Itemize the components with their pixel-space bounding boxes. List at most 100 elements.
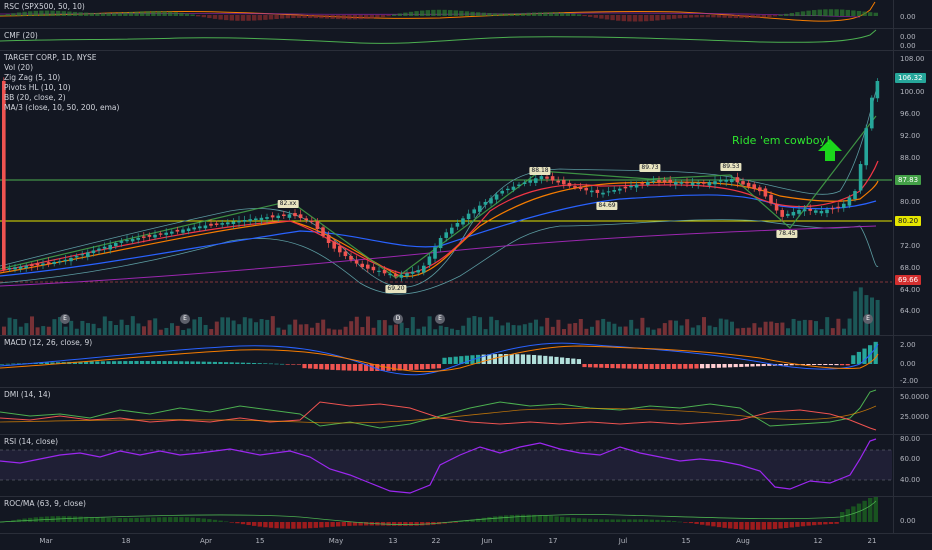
dividend-event-icon[interactable]: D — [393, 314, 403, 324]
volume-bar — [618, 326, 622, 335]
macd-histogram-bar — [78, 361, 83, 364]
volume-bar — [276, 327, 281, 335]
candle — [802, 209, 807, 212]
pivot-label: 88.18 — [529, 167, 551, 175]
earnings-event-icon[interactable]: E — [435, 314, 445, 324]
roc-bar — [644, 519, 649, 522]
roc-bar — [677, 521, 682, 523]
volume-bar — [646, 327, 650, 335]
price-legend[interactable]: TARGET CORP, 1D, NYSE Vol (20) Zig Zag (… — [4, 53, 119, 113]
time-axis[interactable]: Mar 18 Apr 15 May 13 22 Jun 17 Jul 15 Au… — [0, 534, 932, 550]
macd-histogram-bar — [44, 362, 49, 364]
rsc-legend[interactable]: RSC (SPX500, 50, 10) — [4, 2, 85, 11]
rsc-bar — [347, 15, 352, 20]
cmf-axis: 0.00 0.00 — [893, 29, 932, 50]
candle — [875, 81, 880, 99]
macd-histogram-bar — [336, 364, 341, 371]
roc-bar — [744, 522, 750, 530]
rsc-bar — [235, 15, 240, 21]
candle — [388, 273, 392, 276]
macd-histogram-bar — [106, 361, 111, 364]
rsi-pane[interactable]: RSI (14, close) 80.00 60.00 40.00 — [0, 435, 932, 497]
volume-bar — [158, 329, 163, 335]
macd-histogram-bar — [352, 364, 357, 371]
earnings-event-icon[interactable]: E — [863, 314, 873, 324]
macd-histogram-bar — [800, 364, 805, 366]
ma-indicator-label[interactable]: MA/3 (close, 10, 50, 200, ema) — [4, 103, 120, 112]
roc-bar — [397, 522, 402, 526]
candle — [696, 182, 700, 185]
roc-bar — [33, 517, 38, 522]
roc-bar — [0, 522, 5, 523]
roc-bar — [319, 522, 324, 528]
rsc-pane[interactable]: RSC (SPX500, 50, 10) 0.00 — [0, 0, 932, 29]
rsc-bar — [565, 13, 570, 16]
macd-pane[interactable]: MACD (12, 26, close, 9) 2.00 0.00 -2.00 — [0, 336, 932, 388]
candle — [662, 180, 667, 183]
roc-bar — [520, 514, 526, 522]
rsc-plot[interactable] — [0, 0, 892, 28]
symbol-title[interactable]: TARGET CORP, 1D, NYSE — [4, 53, 97, 62]
macd-plot[interactable] — [0, 336, 892, 387]
candle — [7, 267, 12, 270]
macd-histogram-bar — [453, 356, 458, 364]
candle — [450, 227, 454, 234]
price-axis[interactable]: 108.00 100.00 96.00 92.00 88.00 80.00 72… — [893, 51, 932, 335]
rsc-bar — [688, 15, 694, 18]
bb-indicator-label[interactable]: BB (20, close, 2) — [4, 93, 66, 102]
macd-histogram-bar — [84, 361, 89, 364]
rsc-axis: 0.00 — [893, 0, 932, 28]
candle — [293, 213, 297, 217]
macd-histogram-bar — [537, 355, 542, 364]
rsc-bar — [840, 9, 845, 16]
roc-bar — [296, 522, 302, 529]
macd-legend[interactable]: MACD (12, 26, close, 9) — [4, 338, 93, 347]
chart-annotation[interactable]: Ride 'em cowboy! — [732, 134, 831, 147]
candle — [595, 189, 600, 193]
roc-bar — [789, 522, 794, 528]
roc-bar — [739, 522, 744, 530]
candle — [416, 270, 420, 273]
zigzag-indicator-label[interactable]: Zig Zag (5, 10) — [4, 73, 61, 82]
pivots-indicator-label[interactable]: Pivots HL (10, 10) — [4, 83, 71, 92]
roc-bar — [543, 515, 548, 522]
roc-bar — [162, 517, 167, 522]
rsi-legend[interactable]: RSI (14, close) — [4, 437, 59, 446]
dmi-legend[interactable]: DMI (14, 14) — [4, 390, 51, 399]
rsc-bar — [117, 12, 122, 16]
candle — [74, 256, 79, 258]
roc-legend[interactable]: ROC/MA (63, 9, close) — [4, 499, 86, 508]
cmf-pane[interactable]: CMF (20) 0.00 0.00 — [0, 29, 932, 51]
rsc-bar — [453, 10, 458, 16]
candle — [332, 241, 336, 249]
cmf-legend[interactable]: CMF (20) — [4, 31, 38, 40]
dmi-pane[interactable]: DMI (14, 14) 50.0000 25.0000 — [0, 388, 932, 435]
rsc-bar — [229, 15, 234, 21]
price-pane[interactable]: TARGET CORP, 1D, NYSE Vol (20) Zig Zag (… — [0, 51, 932, 336]
candle — [125, 240, 129, 242]
macd-histogram-bar — [599, 364, 604, 368]
earnings-event-icon[interactable]: E — [60, 314, 70, 324]
candle — [153, 234, 157, 238]
rsc-bar — [123, 12, 128, 16]
candle — [198, 226, 202, 229]
volume-bar — [550, 326, 555, 335]
earnings-event-icon[interactable]: E — [180, 314, 190, 324]
candle — [175, 229, 180, 232]
roc-plot[interactable] — [0, 497, 892, 533]
rsi-plot[interactable] — [0, 435, 892, 496]
roc-bar — [873, 497, 878, 522]
dmi-plot[interactable] — [0, 388, 892, 434]
volume-bar — [310, 327, 314, 335]
candle — [130, 238, 135, 242]
roc-pane[interactable]: ROC/MA (63, 9, close) 0.00 — [0, 497, 932, 534]
macd-histogram-bar — [464, 355, 469, 364]
rsc-bar — [179, 12, 184, 16]
price-plot[interactable] — [0, 51, 892, 335]
macd-histogram-bar — [593, 364, 598, 368]
macd-histogram-bar — [845, 364, 850, 366]
rsc-bar — [599, 15, 604, 19]
rsc-bar — [806, 10, 811, 16]
volume-indicator-label[interactable]: Vol (20) — [4, 63, 34, 72]
cmf-plot[interactable] — [0, 29, 892, 50]
